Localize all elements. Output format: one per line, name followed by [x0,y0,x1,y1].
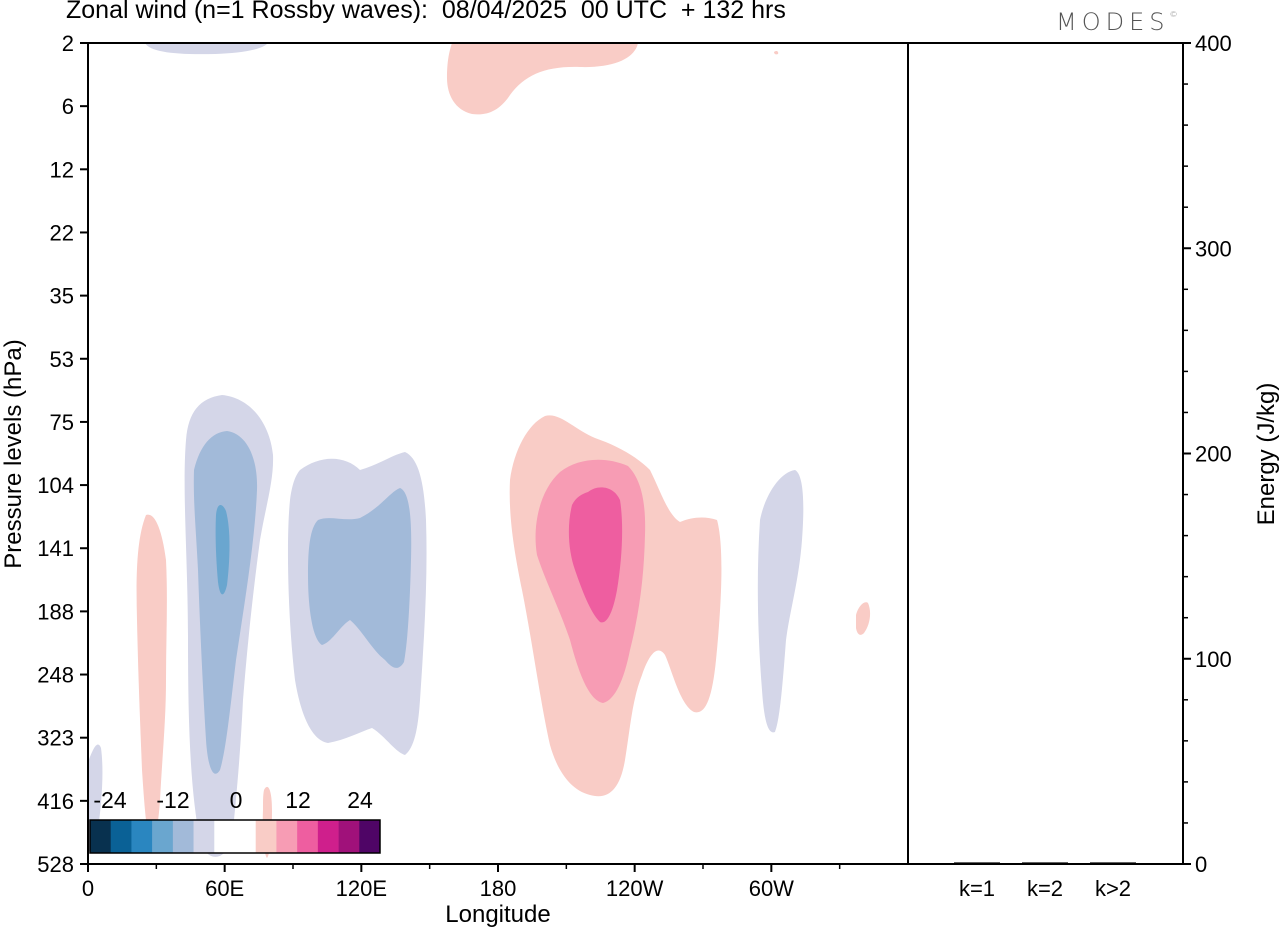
pressure-tick-label: 35 [50,284,74,309]
energy-bar [1022,862,1068,865]
colorbar-label-neg12: -12 [156,787,189,813]
colorbar-swatch [214,820,236,853]
energy-category-label: k=1 [959,876,995,901]
longitude-tick-label: 180 [480,876,517,901]
pressure-tick-label: 141 [37,536,74,561]
longitude-tick-label: 120W [606,876,664,901]
x-axis-title: Longitude [445,901,550,928]
contour-field [88,43,871,858]
easterly-contour-60e-18 [215,505,230,595]
colorbar-label-neg24: -24 [93,787,126,813]
longitude-axis-ticks: 0 60E 120E 180 120W 60W [82,864,841,901]
modes-logo: MODES© [1056,8,1177,36]
copyright-mark: © [1169,10,1178,19]
colorbar-swatch [152,820,174,853]
chart-title: Zonal wind (n=1 Rossby waves): 08/04/202… [66,0,786,24]
energy-bars: k=1 k=2 k>2 [954,862,1136,901]
pressure-tick-label: 53 [50,347,74,372]
easterly-contour-top-edge [145,43,268,55]
longitude-tick-label: 120E [336,876,387,901]
logo-text: MODES [1056,8,1170,36]
colorbar-frame [89,819,381,854]
colorbar-swatch [235,820,257,853]
energy-tick-label: 100 [1195,647,1232,672]
easterly-contour-60w-6 [757,470,804,733]
westerly-contour-30e-6 [136,514,167,843]
colorbar-swatch [172,820,194,853]
pressure-tick-label: 323 [37,726,74,751]
colorbar-label-24: 24 [347,787,373,813]
energy-axis-ticks: 0 100 200 300 400 [1183,31,1232,877]
pressure-axis-ticks: 2 6 12 22 35 53 75 104 141 188 248 323 416 528 [37,31,88,877]
energy-bar [1090,862,1136,865]
easterly-contour-120e-12 [308,488,412,668]
pressure-tick-label: 75 [50,410,74,435]
longitude-tick-label: 60E [205,876,244,901]
pressure-tick-label: 416 [37,789,74,814]
pressure-tick-label: 104 [37,473,74,498]
energy-bar [954,862,1000,865]
colorbar-swatch [276,820,298,853]
pressure-tick-label: 188 [37,599,74,624]
pressure-tick-label: 248 [37,663,74,688]
energy-tick-label: 0 [1195,852,1207,877]
colorbar-swatch [255,820,277,853]
longitude-tick-label: 60W [749,876,794,901]
energy-category-label: k>2 [1095,876,1131,901]
pressure-tick-label: 2 [62,31,74,56]
energy-axis-title: Energy (J/kg) [1253,383,1280,526]
westerly-contour-30w-6 [856,602,871,635]
colorbar-swatch [359,820,381,853]
colorbar-swatch [317,820,339,853]
energy-category-label: k=2 [1027,876,1063,901]
colorbar-swatch [110,820,132,853]
westerly-contour-top-small [774,50,779,55]
westerly-contour-top-6 [447,43,638,115]
colorbar-label-12: 12 [285,787,311,813]
colorbar-swatch [338,820,360,853]
energy-tick-label: 400 [1195,31,1232,56]
pressure-tick-label: 6 [62,94,74,119]
easterly-contour-60e-12 [193,431,258,774]
pressure-tick-label: 12 [50,157,74,182]
longitude-tick-label: 0 [82,876,94,901]
colorbar-swatch [193,820,215,853]
colorbar-swatch [131,820,153,853]
energy-tick-label: 200 [1195,442,1232,467]
colorbar-swatch [297,820,319,853]
colorbar [89,819,381,854]
y-axis-title: Pressure levels (hPa) [0,339,27,568]
westerly-contour-180-18 [568,487,623,623]
colorbar-label-0: 0 [230,787,243,813]
pressure-tick-label: 22 [50,220,74,245]
pressure-tick-label: 528 [37,852,74,877]
energy-tick-label: 300 [1195,236,1232,261]
colorbar-swatch [90,820,112,853]
